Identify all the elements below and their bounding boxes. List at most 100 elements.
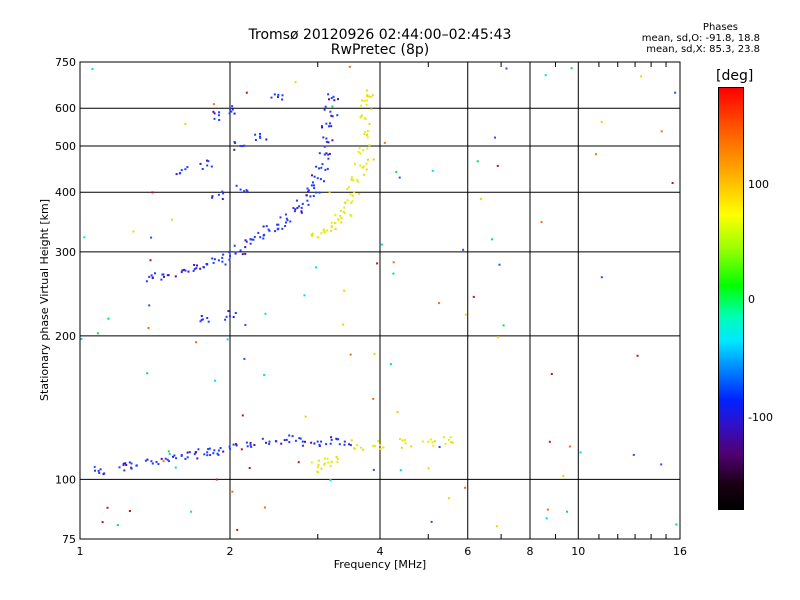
data-point (327, 157, 330, 160)
data-point (313, 187, 316, 190)
data-point (361, 166, 364, 169)
data-point (241, 145, 244, 147)
data-point (207, 448, 210, 451)
noise-point (264, 312, 267, 315)
data-point (349, 444, 352, 447)
data-point (162, 273, 165, 276)
data-point (404, 442, 407, 445)
data-point (203, 266, 205, 269)
data-point (285, 438, 288, 441)
data-point (228, 251, 231, 254)
data-point (130, 467, 133, 470)
noise-point (329, 479, 332, 481)
data-point (221, 190, 224, 193)
data-point (327, 153, 330, 156)
data-point (231, 108, 234, 111)
data-point (338, 443, 341, 446)
data-point (160, 278, 163, 281)
x-tick-label: 4 (377, 545, 384, 558)
data-point (268, 442, 271, 445)
data-point (359, 115, 362, 118)
noise-point (498, 263, 501, 266)
colorbar-tick-minus-100: -100 (748, 411, 773, 424)
data-point (323, 463, 326, 466)
noise-point (479, 197, 482, 200)
data-point (366, 130, 369, 132)
data-point (327, 93, 330, 96)
data-point (231, 105, 234, 108)
data-point (330, 221, 333, 224)
data-point (360, 446, 362, 449)
data-point (296, 206, 299, 209)
data-point (339, 214, 342, 217)
data-point (280, 442, 283, 445)
data-point (320, 232, 323, 235)
noise-point (579, 451, 582, 454)
data-point (201, 318, 204, 321)
data-point (173, 454, 176, 457)
data-point (310, 441, 313, 444)
data-point (357, 180, 360, 183)
data-point (365, 168, 368, 171)
data-point (330, 97, 333, 100)
data-point (335, 437, 338, 440)
noise-point (546, 508, 549, 511)
data-point (365, 162, 368, 165)
data-point (257, 231, 260, 234)
noise-point (328, 191, 331, 194)
data-point (208, 447, 211, 450)
noise-point (96, 332, 99, 335)
data-point (366, 147, 369, 150)
data-point (193, 264, 196, 266)
chart-title: Tromsø 20120926 02:44:00–02:45:43 (248, 27, 512, 43)
data-point (249, 238, 252, 241)
noise-point (502, 324, 505, 327)
data-point (288, 441, 291, 444)
noise-point (107, 317, 110, 320)
data-point (382, 446, 385, 449)
data-point (194, 451, 197, 453)
noise-point (263, 506, 266, 509)
data-point (203, 453, 206, 456)
data-point (356, 444, 359, 447)
data-point (346, 188, 349, 190)
data-point (410, 445, 413, 448)
data-point (317, 459, 320, 462)
data-point (312, 181, 314, 184)
noise-point (568, 445, 571, 448)
data-point (362, 149, 365, 152)
data-point (184, 168, 187, 171)
data-point (298, 205, 301, 208)
data-point (192, 269, 195, 272)
data-point (307, 203, 310, 206)
data-point (335, 455, 338, 458)
data-point (340, 221, 343, 224)
colorbar-tick-100: 100 (748, 178, 769, 191)
data-point (232, 316, 235, 318)
y-tick-label: 200 (55, 330, 76, 343)
noise-point (303, 294, 306, 297)
data-point (318, 191, 321, 194)
data-point (253, 444, 256, 446)
data-point (318, 167, 320, 170)
data-point (209, 454, 212, 456)
data-point (205, 263, 208, 265)
data-point (310, 184, 313, 187)
data-point (321, 125, 323, 128)
noise-point (438, 302, 441, 305)
data-point (283, 439, 286, 442)
data-point (200, 318, 203, 321)
data-point (178, 172, 181, 175)
x-tick-label: 8 (527, 545, 534, 558)
data-point (323, 108, 326, 111)
data-point (122, 462, 125, 465)
data-point (292, 207, 295, 209)
data-point (200, 315, 203, 317)
data-point (334, 221, 337, 224)
noise-point (231, 490, 234, 493)
data-point (262, 225, 265, 228)
data-point (306, 199, 309, 202)
noise-point (149, 259, 152, 262)
data-point (323, 180, 325, 183)
data-point (201, 168, 204, 170)
